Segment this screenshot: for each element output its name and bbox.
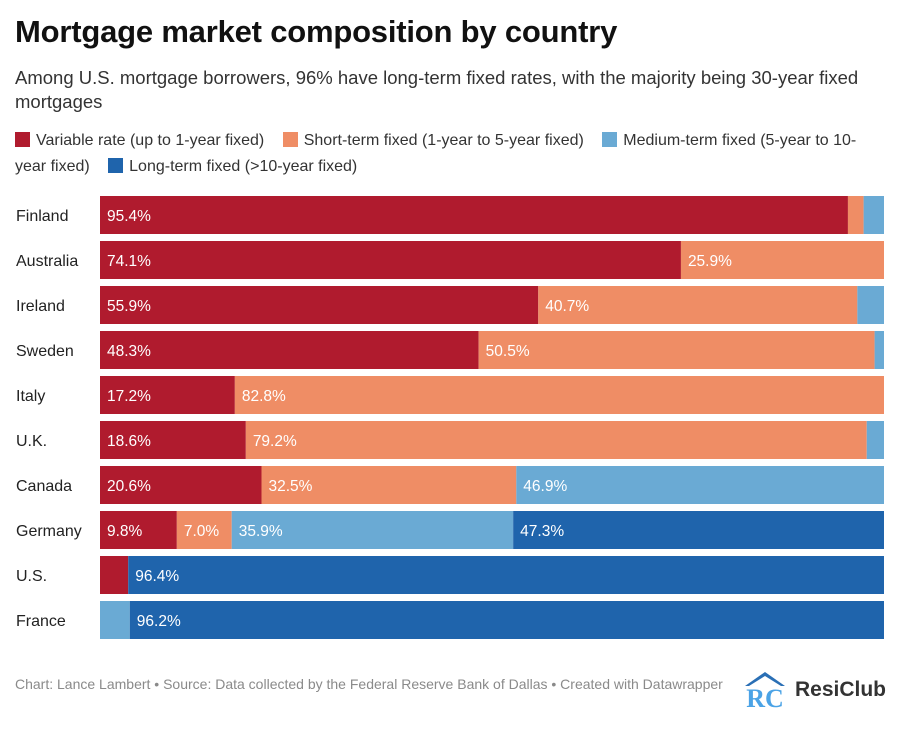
data-label-finland-variable: 95.4% [107,208,151,225]
bar-italy-variable [100,376,235,414]
legend-swatch-short [282,132,298,147]
bar-finland-medium [863,196,884,234]
bar-ireland-variable [100,286,539,324]
data-label-u-s-long: 96.4% [135,568,179,585]
legend-swatch-long [108,158,124,173]
bar-u-k-medium [866,421,884,459]
bar-canada-variable [100,466,262,504]
legend-swatch-variable [15,132,30,147]
data-label-germany-medium: 35.9% [239,523,283,540]
bar-u-s-long [128,556,884,594]
data-label-australia-variable: 74.1% [107,253,151,270]
bar-u-k-variable [100,421,246,459]
stacked-bar-chart: Finland 95.4% Australia 74.1% 25.9% Ireland 55… [16,196,885,639]
data-label-canada-medium: 46.9% [523,478,567,495]
legend-label-medium: Medium-term fixed (5-year to 10-year fix… [15,132,857,175]
chart-footer: Chart: Lance Lambert • Source: Data coll… [15,676,723,692]
legend-item-long: Long-term fixed (>10-year fixed) [108,158,357,175]
category-label-u-s: U.S. [16,568,47,585]
brand-name: ResiClub [795,678,887,701]
category-label-ireland: Ireland [16,298,65,315]
data-label-ireland-variable: 55.9% [107,298,151,315]
data-label-germany-long: 47.3% [520,523,564,540]
data-label-france-long: 96.2% [137,613,181,630]
data-label-u-k-variable: 18.6% [107,433,151,450]
bar-australia-short [680,241,884,279]
legend-item-medium: Medium-term fixed (5-year to 10-year fix… [15,132,856,175]
bar-germany-short [176,511,232,549]
category-label-germany: Germany [16,523,82,540]
category-label-canada: Canada [16,478,72,495]
data-label-ireland-short: 40.7% [545,298,589,315]
bar-australia-variable [100,241,681,279]
data-label-italy-short: 82.8% [242,388,286,405]
chart-subtitle: Among U.S. mortgage borrowers, 96% have … [15,67,859,112]
bar-u-s-variable [100,556,129,594]
category-label-france: France [16,613,66,630]
bar-ireland-medium [857,286,884,324]
data-label-germany-variable: 9.8% [107,523,143,540]
bar-germany-medium [231,511,514,549]
data-label-germany-short: 7.0% [184,523,220,540]
bar-germany-long [513,511,884,549]
bar-sweden-short [478,331,875,369]
bar-canada-short [261,466,517,504]
data-label-canada-variable: 20.6% [107,478,151,495]
data-label-italy-variable: 17.2% [107,388,151,405]
legend-item-short: Short-term fixed (1-year to 5-year fixed… [282,132,584,149]
legend-label-long: Long-term fixed (>10-year fixed) [129,158,358,175]
bar-italy-short [234,376,884,414]
bar-france-long [129,601,885,639]
category-label-australia: Australia [16,253,78,270]
category-label-italy: Italy [16,388,45,405]
bar-ireland-short [538,286,858,324]
data-label-australia-short: 25.9% [688,253,732,270]
category-label-sweden: Sweden [16,343,74,360]
legend-swatch-medium [602,132,618,147]
bar-finland-short [847,196,864,234]
data-label-sweden-variable: 48.3% [107,343,151,360]
brand-logo: RC ResiClub [743,670,886,710]
bar-france-medium [100,601,130,639]
data-label-canada-short: 32.5% [269,478,313,495]
bar-germany-variable [100,511,177,549]
data-label-u-k-short: 79.2% [253,433,297,450]
bar-sweden-variable [100,331,479,369]
resiclub-logo-icon: RC [745,672,785,710]
data-label-sweden-short: 50.5% [486,343,530,360]
chart-legend: Variable rate (up to 1-year fixed) Short… [15,128,885,180]
legend-item-variable: Variable rate (up to 1-year fixed) [15,132,264,149]
bar-sweden-medium [874,331,884,369]
legend-label-short: Short-term fixed (1-year to 5-year fixed… [303,132,584,149]
bar-finland-variable [100,196,848,234]
legend-label-variable: Variable rate (up to 1-year fixed) [36,132,265,149]
category-label-u-k: U.K. [16,433,47,450]
bar-canada-medium [516,466,884,504]
logo-letters: RC [746,684,784,710]
category-label-finland: Finland [16,208,68,225]
chart-title: Mortgage market composition by country [15,14,618,49]
bar-u-k-short [245,421,867,459]
